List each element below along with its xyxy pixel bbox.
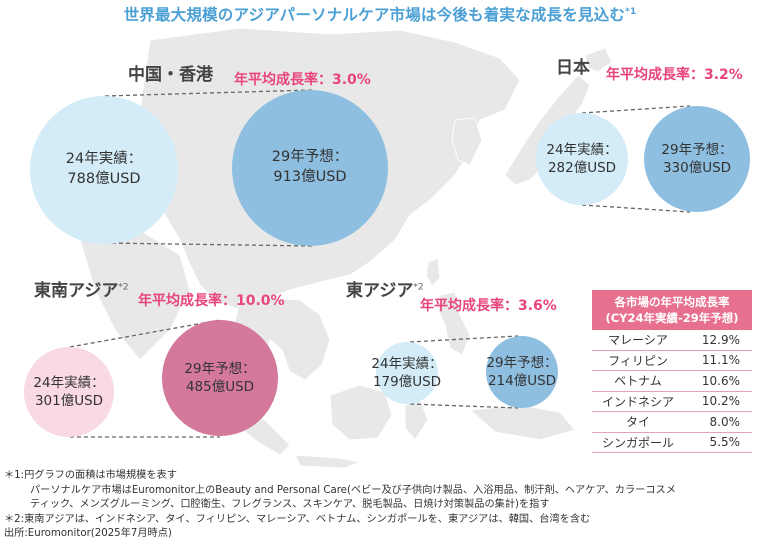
east-actual-label: 24年実績： <box>371 355 443 372</box>
cagr-country: タイ <box>625 415 650 430</box>
region-southeast-label: 東南アジア*2 <box>34 276 129 301</box>
china-actual-value: 788億USD <box>67 171 141 187</box>
map-java <box>294 454 362 469</box>
china-actual-label: 24年実績： <box>65 151 143 168</box>
china-actual-bubble: 24年実績： 788億USD <box>30 96 178 244</box>
title-footnote-mark: *1 <box>625 6 637 17</box>
cagr-country: マレーシア <box>608 333 668 348</box>
cagr-table-row: ベトナム 10.6% <box>592 371 752 392</box>
east-forecast-bubble: 29年予想： 214億USD <box>486 336 558 408</box>
cagr-rate: 8.0% <box>709 414 741 429</box>
southeast-actual-value: 301億USD <box>34 393 104 409</box>
china-cagr: 年平均成長率：3.0% <box>234 72 371 88</box>
southeast-forecast-value: 485億USD <box>185 379 255 395</box>
footnote-1-detail: パーソナルケア市場はEuromonitor上のBeauty and Person… <box>30 484 676 496</box>
footnote-2: ＊2:東南アジアは、インドネシア、タイ、フィリピン、マレーシア、ベトナム、シンガ… <box>4 513 591 525</box>
cagr-table-header: 各市場の年平均成長率 (CY24年実績-29年予想) <box>592 290 752 330</box>
cagr-table-row: マレーシア 12.9% <box>592 330 752 351</box>
japan-actual-value: 282億USD <box>547 160 617 176</box>
china-forecast-label: 29年予想： <box>271 149 349 166</box>
cagr-rate: 11.1% <box>701 353 740 368</box>
cagr-country: ベトナム <box>614 374 662 389</box>
east-actual-bubble: 24年実績： 179億USD <box>371 342 443 404</box>
cagr-rate: 5.5% <box>709 435 741 450</box>
region-southeast-name: 東南アジア <box>34 281 119 301</box>
cagr-table-row: シンガポール 5.5% <box>592 433 752 453</box>
japan-actual-label: 24年実績： <box>546 141 618 158</box>
region-east-name: 東アジア <box>346 281 414 301</box>
footnotes: ＊1:円グラフの面積は市場規模を表す パーソナルケア市場はEuromonitor… <box>4 469 756 542</box>
cagr-rate: 12.9% <box>701 332 740 347</box>
footnote-1-detail-cont: ティック、メンズグルーミング、口腔衛生、フレグランス、スキンケア、脱毛製品、日焼… <box>30 499 550 510</box>
cagr-country: インドネシア <box>601 394 674 409</box>
region-east-label: 東アジア*2 <box>346 276 424 301</box>
map-taiwan <box>425 257 441 287</box>
cagr-country: フィリピン <box>608 353 668 368</box>
cagr-table-row: フィリピン 11.1% <box>592 351 752 371</box>
japan-forecast-bubble: 29年予想： 330億USD <box>644 106 750 212</box>
cagr-table-body: マレーシア 12.9% フィリピン 11.1% ベトナム 10.6% インドネシア 10.2%… <box>592 330 752 453</box>
southeast-actual-label: 24年実績： <box>33 374 105 391</box>
japan-forecast-label: 29年予想： <box>661 141 733 158</box>
east-connector-bottom <box>409 403 519 409</box>
region-japan-label: 日本 <box>556 58 590 78</box>
southeast-cagr: 年平均成長率：10.0% <box>138 293 285 309</box>
cagr-table-subtitle: (CY24年実績-29年予想) <box>605 311 739 325</box>
map-borneo <box>329 384 393 441</box>
cagr-table: 各市場の年平均成長率 (CY24年実績-29年予想) マレーシア 12.9% フィリ… <box>592 290 752 453</box>
southeast-forecast-label: 29年予想： <box>184 360 256 377</box>
southeast-actual-bubble: 24年実績： 301億USD <box>24 347 114 437</box>
map-korea <box>451 117 483 166</box>
source-note: 出所:Euromonitor(2025年7月時点) <box>4 528 172 539</box>
map-hokkaido <box>584 47 613 73</box>
cagr-table-row: インドネシア 10.2% <box>592 392 752 412</box>
east-forecast-label: 29年予想： <box>486 354 558 371</box>
east-forecast-value: 214億USD <box>487 373 557 389</box>
southeast-forecast-bubble: 29年予想： 485億USD <box>162 320 278 436</box>
east-footnote-mark: *2 <box>413 282 424 293</box>
china-connector-bottom <box>104 242 313 247</box>
china-forecast-value: 913億USD <box>273 169 347 185</box>
cagr-table-row: タイ 8.0% <box>592 412 752 433</box>
japan-actual-bubble: 24年実績： 282億USD <box>536 113 628 205</box>
china-forecast-bubble: 29年予想： 913億USD <box>232 90 388 246</box>
region-china-label: 中国・香港 <box>128 65 213 85</box>
japan-cagr: 年平均成長率：3.2% <box>606 67 743 83</box>
cagr-table-title: 各市場の年平均成長率 <box>614 295 730 309</box>
cagr-country: シンガポール <box>601 435 674 450</box>
cagr-rate: 10.6% <box>701 373 740 388</box>
cagr-rate: 10.2% <box>701 394 740 409</box>
japan-forecast-value: 330億USD <box>662 160 732 176</box>
footnote-1: ＊1:円グラフの面積は市場規模を表す <box>4 470 177 481</box>
map-india <box>79 229 191 361</box>
page-title: 世界最大規模のアジアパーソナルケア市場は今後も着実な成長を見込む*1 <box>0 3 760 25</box>
east-actual-value: 179億USD <box>372 374 442 390</box>
southeast-footnote-mark: *2 <box>118 282 129 293</box>
page-title-text: 世界最大規模のアジアパーソナルケア市場は今後も着実な成長を見込む <box>123 6 626 24</box>
east-cagr: 年平均成長率：3.6% <box>420 298 557 314</box>
